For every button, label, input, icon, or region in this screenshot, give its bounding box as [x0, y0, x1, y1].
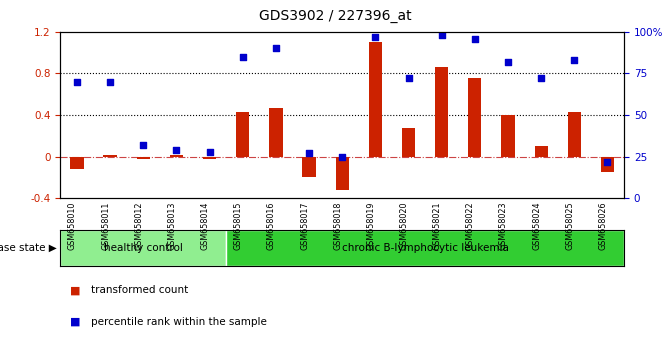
- Bar: [203, 156, 216, 159]
- Text: GSM658020: GSM658020: [399, 202, 409, 250]
- Text: GSM658012: GSM658012: [134, 202, 144, 250]
- Point: [370, 34, 380, 40]
- Point: [270, 46, 281, 51]
- Text: GDS3902 / 227396_at: GDS3902 / 227396_at: [259, 9, 412, 23]
- Point: [535, 76, 546, 81]
- Text: GSM658010: GSM658010: [68, 202, 77, 250]
- Point: [470, 36, 480, 41]
- Bar: [103, 155, 117, 156]
- Bar: [468, 78, 482, 156]
- Point: [569, 57, 580, 63]
- Point: [602, 159, 613, 165]
- Bar: [70, 156, 84, 169]
- Bar: [336, 156, 349, 190]
- Text: GSM658014: GSM658014: [201, 202, 209, 250]
- Text: GSM658015: GSM658015: [234, 202, 243, 250]
- Text: GSM658013: GSM658013: [168, 202, 176, 250]
- Point: [503, 59, 513, 65]
- Text: GSM658026: GSM658026: [599, 202, 607, 250]
- Text: GSM658024: GSM658024: [532, 202, 541, 250]
- Text: GSM658017: GSM658017: [300, 202, 309, 250]
- Text: healthy control: healthy control: [104, 243, 183, 253]
- Bar: [402, 127, 415, 156]
- Text: GSM658021: GSM658021: [433, 202, 442, 250]
- Text: GSM658023: GSM658023: [499, 202, 508, 250]
- Point: [72, 79, 83, 85]
- Point: [138, 142, 149, 148]
- Text: GSM658016: GSM658016: [267, 202, 276, 250]
- Text: disease state ▶: disease state ▶: [0, 243, 57, 253]
- Bar: [137, 156, 150, 159]
- Point: [304, 150, 315, 156]
- Point: [337, 154, 348, 159]
- Bar: [226, 230, 624, 266]
- Bar: [269, 108, 282, 156]
- Bar: [501, 115, 515, 156]
- Point: [436, 32, 447, 38]
- Text: percentile rank within the sample: percentile rank within the sample: [91, 317, 266, 327]
- Point: [171, 147, 182, 153]
- Bar: [369, 42, 382, 156]
- Bar: [303, 156, 315, 177]
- Text: GSM658011: GSM658011: [101, 202, 110, 250]
- Text: ■: ■: [70, 285, 81, 295]
- Point: [403, 76, 414, 81]
- Bar: [535, 146, 548, 156]
- Bar: [435, 67, 448, 156]
- Bar: [568, 112, 581, 156]
- Bar: [60, 230, 226, 266]
- Text: GSM658019: GSM658019: [366, 202, 375, 250]
- Point: [204, 149, 215, 154]
- Text: ■: ■: [70, 317, 81, 327]
- Text: chronic B-lymphocytic leukemia: chronic B-lymphocytic leukemia: [342, 243, 509, 253]
- Point: [238, 54, 248, 59]
- Text: GSM658022: GSM658022: [466, 202, 475, 250]
- Text: GSM658018: GSM658018: [333, 202, 342, 250]
- Text: transformed count: transformed count: [91, 285, 188, 295]
- Bar: [170, 155, 183, 156]
- Text: GSM658025: GSM658025: [565, 202, 574, 250]
- Point: [105, 79, 115, 85]
- Bar: [236, 112, 250, 156]
- Bar: [601, 156, 614, 172]
